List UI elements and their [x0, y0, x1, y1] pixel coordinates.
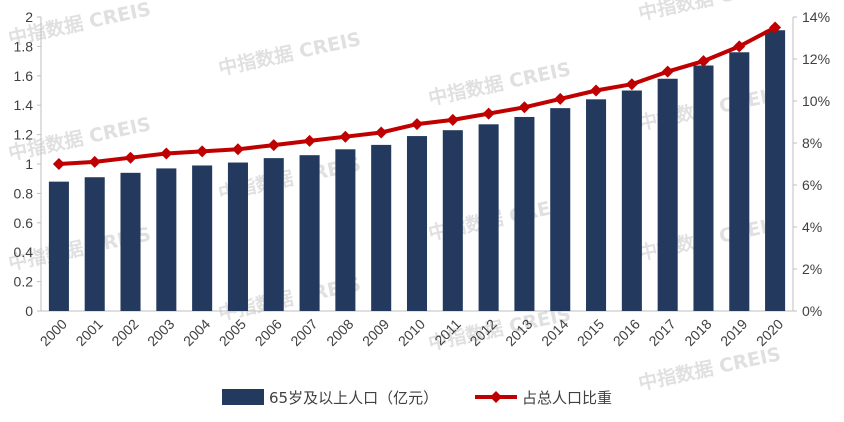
bar	[586, 99, 607, 311]
left-tick-label: 1.4	[14, 97, 34, 113]
right-tick-label: 6%	[802, 177, 822, 193]
right-tick-label: 8%	[802, 135, 822, 151]
legend-label-line: 占总人口比重	[522, 389, 612, 407]
bar	[406, 136, 428, 311]
bar-series	[48, 30, 786, 312]
line-point	[411, 118, 423, 131]
line-point	[231, 143, 244, 156]
x-tick-label: 2015	[574, 316, 607, 349]
bar	[227, 162, 248, 311]
x-tick-label: 2003	[144, 316, 177, 349]
legend-swatch-bar	[222, 389, 264, 405]
bar	[765, 30, 786, 311]
line-point	[52, 158, 65, 170]
left-tick-label: 1.8	[14, 38, 34, 54]
bar	[729, 52, 750, 311]
line-point	[375, 126, 388, 139]
x-axis-ticks: 2000 2001 2002 2003 2004 2005 2006 2007 2008 2009…	[37, 316, 787, 349]
line-point	[88, 155, 101, 168]
bar	[84, 177, 105, 311]
left-tick-label: 0	[25, 303, 33, 319]
bar	[48, 181, 69, 311]
left-tick-label: 1.2	[14, 127, 34, 143]
left-tick-label: 0.2	[14, 274, 34, 290]
left-tick-label: 2	[25, 9, 33, 25]
x-tick-label: 2017	[645, 316, 678, 349]
line-point	[446, 113, 459, 126]
left-tick-label: 0.8	[14, 185, 34, 201]
right-axis-ticks: 0% 2% 4% 6% 8% 10% 12% 14%	[793, 9, 830, 319]
line-point	[160, 147, 173, 160]
x-tick-label: 2006	[252, 316, 285, 349]
x-tick-label: 2016	[610, 316, 643, 349]
bar	[621, 90, 642, 311]
x-tick-label: 2019	[717, 316, 750, 349]
bar	[156, 168, 177, 311]
right-tick-label: 14%	[802, 9, 830, 25]
x-tick-label: 2001	[72, 316, 105, 349]
bar	[299, 155, 320, 311]
line-point	[733, 40, 746, 53]
x-tick-label: 2009	[359, 316, 392, 349]
bar	[371, 144, 392, 311]
line-point	[482, 107, 495, 120]
line-point	[196, 145, 209, 158]
line-point	[124, 151, 137, 164]
left-tick-label: 1.6	[14, 68, 34, 84]
bar	[478, 124, 499, 311]
legend: 65岁及以上人口（亿元） 占总人口比重	[222, 389, 612, 407]
x-tick-label: 2010	[395, 316, 428, 349]
bar	[550, 108, 571, 311]
line-series	[52, 21, 782, 170]
x-tick-label: 2018	[681, 316, 714, 349]
watermark-text: 中指数据 CREIS	[636, 342, 783, 395]
legend-label-bar: 65岁及以上人口（亿元）	[269, 389, 438, 407]
legend-marker	[490, 391, 502, 403]
left-tick-label: 1	[25, 156, 33, 172]
bar	[442, 130, 463, 311]
watermark-text: 中指数据 CREIS	[216, 27, 363, 80]
line-point	[339, 130, 352, 143]
line-point	[590, 84, 603, 97]
line-point	[518, 101, 531, 114]
x-tick-label: 2004	[180, 316, 213, 349]
bar	[120, 172, 141, 311]
line-point	[625, 78, 638, 91]
right-tick-label: 2%	[802, 261, 822, 277]
bar	[263, 158, 284, 311]
watermark-text: 中指数据 CREIS	[636, 0, 783, 25]
line-point	[303, 134, 316, 147]
left-tick-label: 0.6	[14, 215, 34, 231]
line-point	[769, 21, 782, 34]
line-point	[661, 65, 674, 78]
bar	[514, 116, 535, 312]
bar	[335, 149, 356, 311]
left-axis-ticks: 0 0.2 0.4 0.6 0.8 1 1.2 1.4 1.6 1.8 2	[14, 9, 41, 319]
bar	[192, 165, 213, 311]
x-tick-label: 2008	[323, 316, 356, 349]
right-tick-label: 0%	[802, 303, 822, 319]
right-tick-label: 4%	[802, 219, 822, 235]
line-point	[267, 139, 280, 152]
right-tick-label: 12%	[802, 51, 830, 67]
x-tick-label: 2000	[37, 316, 70, 349]
left-tick-label: 0.4	[14, 244, 34, 260]
x-tick-label: 2002	[108, 316, 141, 349]
bar	[657, 78, 678, 312]
bar	[693, 65, 714, 311]
line-point	[697, 55, 710, 68]
x-tick-label: 2007	[287, 316, 320, 349]
line-point	[554, 92, 567, 105]
right-tick-label: 10%	[802, 93, 830, 109]
